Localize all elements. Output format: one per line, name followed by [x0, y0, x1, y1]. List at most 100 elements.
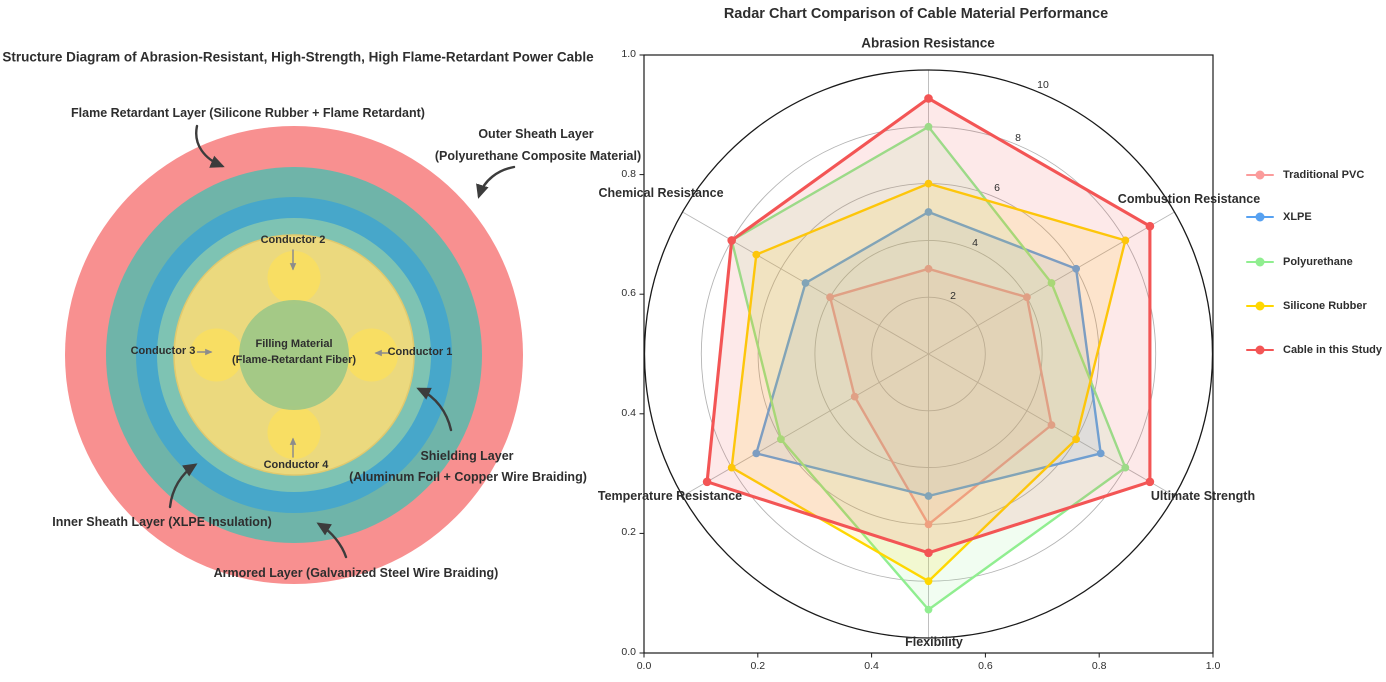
filling-center-circle [239, 300, 349, 410]
left-diagram-title: Structure Diagram of Abrasion-Resistant,… [2, 49, 594, 65]
legend-marker-silicone-rubber [1246, 301, 1274, 311]
conductor-4-label: Conductor 4 [263, 459, 329, 471]
radar-vertex-marker [924, 264, 933, 273]
callout-arrows [168, 124, 516, 559]
legend-item-cable-in-this-study: Cable in this Study [1246, 343, 1382, 357]
legend-dot-icon [1255, 212, 1265, 222]
legend-marker-cable-in-this-study [1246, 345, 1274, 355]
radar-vertex-marker [924, 94, 933, 103]
radar-vertex-marker [702, 477, 712, 487]
radar-vertex-marker [1072, 264, 1080, 273]
y-tick-2: 0.6 [621, 287, 636, 300]
x-tick-5: 1.0 [1205, 660, 1221, 672]
axis-label-temperature: Temperature Resistance [597, 489, 743, 503]
axis-label-chemical: Chemical Resistance [598, 186, 724, 200]
radar-vertex-marker [924, 492, 933, 500]
outer-sheath-arrow [476, 165, 516, 199]
filling-label-1: Filling Material [255, 338, 333, 350]
radar-vertex-marker [1121, 236, 1130, 245]
legend-dot-icon [1255, 345, 1265, 355]
flame-retardant-label: Flame Retardant Layer (Silicone Rubber +… [71, 106, 425, 120]
axis-label-ultimate-strength: Ultimate Strength [1150, 489, 1256, 503]
y-tick-4: 0.2 [621, 526, 636, 539]
legend-item-xlpe: XLPE [1246, 210, 1312, 224]
radar-vertex-marker [801, 279, 810, 287]
filling-label-2: (Flame-Retardant Fiber) [231, 354, 357, 366]
x-tick-0: 0.0 [636, 660, 652, 672]
legend-dot-icon [1255, 301, 1265, 311]
flame-retardant-arrow [195, 124, 225, 168]
radar-vertex-marker [752, 250, 761, 259]
conductor-1-label: Conductor 1 [387, 346, 453, 358]
y-tick-1: 0.8 [621, 167, 636, 180]
radar-vertex-marker [1047, 421, 1056, 429]
radar-vertex-marker [924, 548, 933, 558]
x-tick-3: 0.6 [978, 660, 993, 672]
inner-sheath-arrow [168, 463, 198, 509]
axis-label-abrasion: Abrasion Resistance [861, 35, 995, 51]
radar-vertex-marker [1072, 435, 1080, 444]
radar-title: Radar Chart Comparison of Cable Material… [723, 6, 1109, 22]
y-tick-5: 0.0 [621, 646, 636, 658]
conductor-2-label: Conductor 2 [260, 234, 326, 246]
conductor-1-circle [345, 328, 398, 382]
radar-vertex-marker [924, 208, 933, 216]
radar-vertex-marker [924, 520, 933, 529]
radar-vertex-marker [752, 449, 761, 458]
conductor-arrows [196, 249, 391, 458]
legend-marker-polyurethane [1246, 257, 1274, 267]
radial-tick-6: 6 [994, 182, 1000, 194]
legend-dot-icon [1255, 170, 1265, 180]
radar-series [702, 94, 1155, 614]
cable-cross-section-diagram [65, 124, 523, 584]
radar-vertex-marker [1096, 449, 1105, 458]
radar-vertex-marker [1047, 279, 1056, 287]
y-tick-3: 0.4 [621, 406, 636, 419]
outer-sheath-label-2: (Polyurethane Composite Material) [434, 149, 642, 163]
shielding-label-1: Shielding Layer [420, 449, 514, 463]
radar-vertex-marker [727, 236, 736, 245]
radar-vertex-marker [924, 179, 933, 188]
inner-sheath-label: Inner Sheath Layer (XLPE Insulation) [52, 515, 272, 529]
radar-vertex-marker [1023, 293, 1031, 302]
radar-vertex-marker [924, 577, 933, 586]
x-tick-4: 0.8 [1091, 660, 1107, 672]
radar-vertex-marker [826, 293, 834, 302]
radar-vertex-marker [777, 435, 785, 444]
armored-arrow [316, 522, 348, 559]
axis-label-combustion: Combustion Resistance [1117, 192, 1261, 206]
conductor-4-circle [267, 406, 321, 459]
radar-vertex-marker [1145, 221, 1155, 231]
radar-vertex-marker [727, 463, 736, 472]
legend-item-polyurethane: Polyurethane [1246, 255, 1353, 269]
legend-dot-icon [1255, 257, 1265, 267]
radial-tick-4: 4 [972, 237, 978, 249]
radar-polygon-cable-in-this-study [705, 96, 1152, 555]
x-tick-2: 0.4 [864, 660, 879, 672]
radar-vertex-marker [924, 122, 933, 131]
conductor-3-label: Conductor 3 [130, 345, 196, 357]
armored-label: Armored Layer (Galvanized Steel Wire Bra… [213, 566, 499, 580]
axis-tick-marks [639, 54, 1214, 658]
legend-marker-xlpe [1246, 212, 1274, 222]
radar-vertex-marker [1145, 477, 1155, 487]
legend-item-silicone-rubber: Silicone Rubber [1246, 299, 1367, 313]
radar-vertex-marker [924, 605, 933, 614]
conductor-2-circle [267, 251, 321, 304]
radial-tick-8: 8 [1015, 132, 1021, 144]
legend-marker-traditional-pvc [1246, 170, 1274, 180]
radial-tick-10: 10 [1037, 79, 1049, 91]
outer-sheath-label-1: Outer Sheath Layer [478, 127, 594, 141]
x-tick-1: 0.2 [750, 660, 766, 672]
legend-item-traditional-pvc: Traditional PVC [1246, 168, 1364, 182]
shielding-label-2: (Aluminum Foil + Copper Wire Braiding) [349, 470, 587, 484]
conductor-3-circle [190, 328, 243, 382]
axis-label-flexibility: Flexibility [905, 635, 963, 649]
shielding-arrow [416, 387, 453, 432]
radar-vertex-marker [850, 392, 859, 401]
y-tick-0: 1.0 [621, 48, 636, 60]
radar-vertex-marker [1121, 463, 1130, 472]
radial-tick-2: 2 [950, 290, 956, 302]
